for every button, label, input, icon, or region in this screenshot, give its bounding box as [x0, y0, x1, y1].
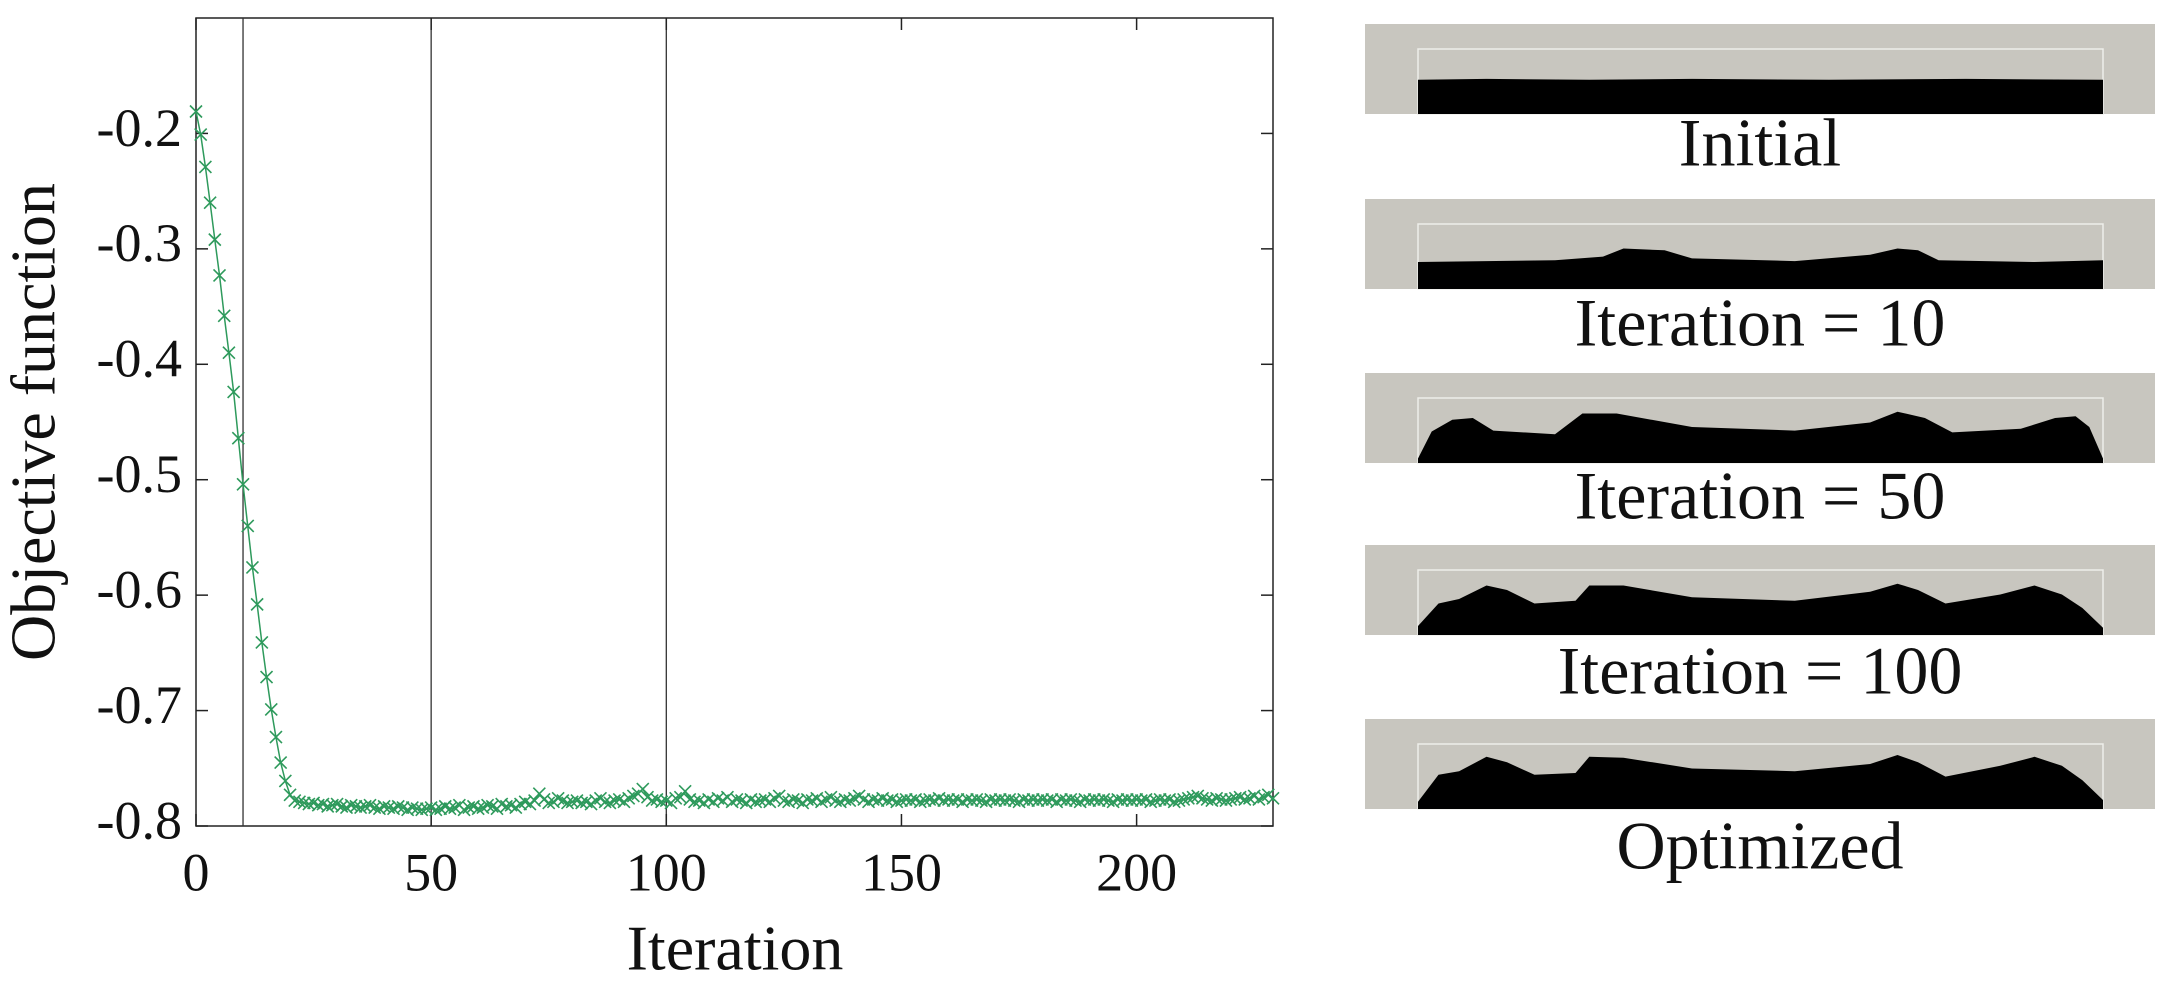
design-shape [1418, 411, 2103, 463]
marker [410, 802, 424, 816]
marker [222, 346, 236, 360]
marker [1031, 794, 1045, 808]
y-tick-label: -0.6 [97, 560, 182, 620]
design-shape [1418, 248, 2103, 289]
marker [730, 792, 744, 807]
marker [236, 477, 250, 491]
y-tick-label: -0.8 [97, 790, 182, 850]
marker [937, 794, 951, 808]
design-shape [1418, 78, 2103, 114]
marker [194, 128, 208, 142]
marker [241, 519, 255, 533]
marker [217, 309, 231, 323]
marker [1115, 794, 1130, 808]
marker [264, 702, 278, 716]
marker [998, 794, 1012, 808]
marker [1238, 792, 1252, 807]
marker [965, 794, 979, 808]
y-tick-label: -0.2 [97, 98, 182, 158]
marker [259, 670, 274, 684]
marker [993, 792, 1007, 807]
marker [429, 803, 443, 817]
marker [1083, 794, 1097, 808]
marker [1148, 794, 1162, 808]
marker [1092, 794, 1106, 808]
design-shape [1418, 583, 2103, 635]
x-tick-label: 200 [1096, 842, 1177, 902]
marker [1078, 792, 1092, 807]
panel-caption: Iteration = 50 [1575, 458, 1946, 534]
y-axis-label: Objective function [0, 183, 69, 661]
y-tick-label: -0.3 [97, 213, 182, 273]
marker [1111, 792, 1125, 807]
y-tick-label: -0.7 [97, 675, 182, 735]
marker [1214, 792, 1228, 807]
marker [443, 802, 457, 816]
marker [899, 792, 913, 807]
marker [274, 755, 288, 770]
x-tick-label: 150 [861, 842, 942, 902]
panel-caption: Iteration = 10 [1575, 285, 1946, 361]
marker [471, 802, 485, 816]
y-tick-label: -0.5 [97, 444, 182, 504]
marker [245, 560, 260, 575]
marker [767, 791, 782, 805]
marker [1026, 792, 1040, 807]
x-axis-label: Iteration [627, 913, 844, 984]
marker [1153, 792, 1167, 807]
marker [786, 792, 800, 807]
marker [208, 233, 222, 247]
panel-caption: Optimized [1616, 808, 1903, 884]
marker [255, 635, 269, 650]
marker [636, 782, 650, 796]
series-line [195, 111, 1274, 811]
marker [542, 796, 556, 810]
panel-caption: Initial [1679, 105, 1841, 181]
marker [918, 794, 932, 808]
marker [231, 431, 245, 445]
marker [227, 385, 241, 399]
marker [1021, 794, 1036, 808]
marker [1035, 792, 1050, 807]
marker [203, 196, 217, 210]
marker [297, 796, 311, 810]
plot-frame [195, 17, 1274, 827]
marker [1130, 792, 1144, 807]
marker [1125, 794, 1139, 808]
marker [960, 792, 974, 807]
marker [1120, 792, 1134, 807]
marker [988, 794, 1003, 808]
marker [250, 597, 264, 611]
x-tick-label: 50 [404, 842, 458, 902]
design-shape [1418, 755, 2103, 809]
marker [481, 798, 495, 812]
marker [391, 799, 405, 813]
marker [894, 794, 909, 808]
marker [189, 104, 203, 119]
marker [198, 160, 212, 174]
x-tick-label: 0 [183, 842, 210, 902]
y-tick-label: -0.4 [97, 329, 182, 389]
x-tick-label: 100 [626, 842, 707, 902]
marker [212, 268, 227, 282]
marker [278, 774, 292, 788]
marker [1017, 792, 1031, 807]
marker [984, 792, 998, 807]
marker [269, 730, 283, 744]
panel-caption: Iteration = 100 [1558, 633, 1963, 709]
marker [669, 791, 683, 805]
marker [349, 799, 363, 813]
marker [1059, 794, 1073, 808]
marker [1087, 792, 1101, 807]
marker [457, 803, 471, 817]
marker [941, 792, 956, 807]
marker [1266, 791, 1280, 805]
marker [1054, 792, 1068, 807]
